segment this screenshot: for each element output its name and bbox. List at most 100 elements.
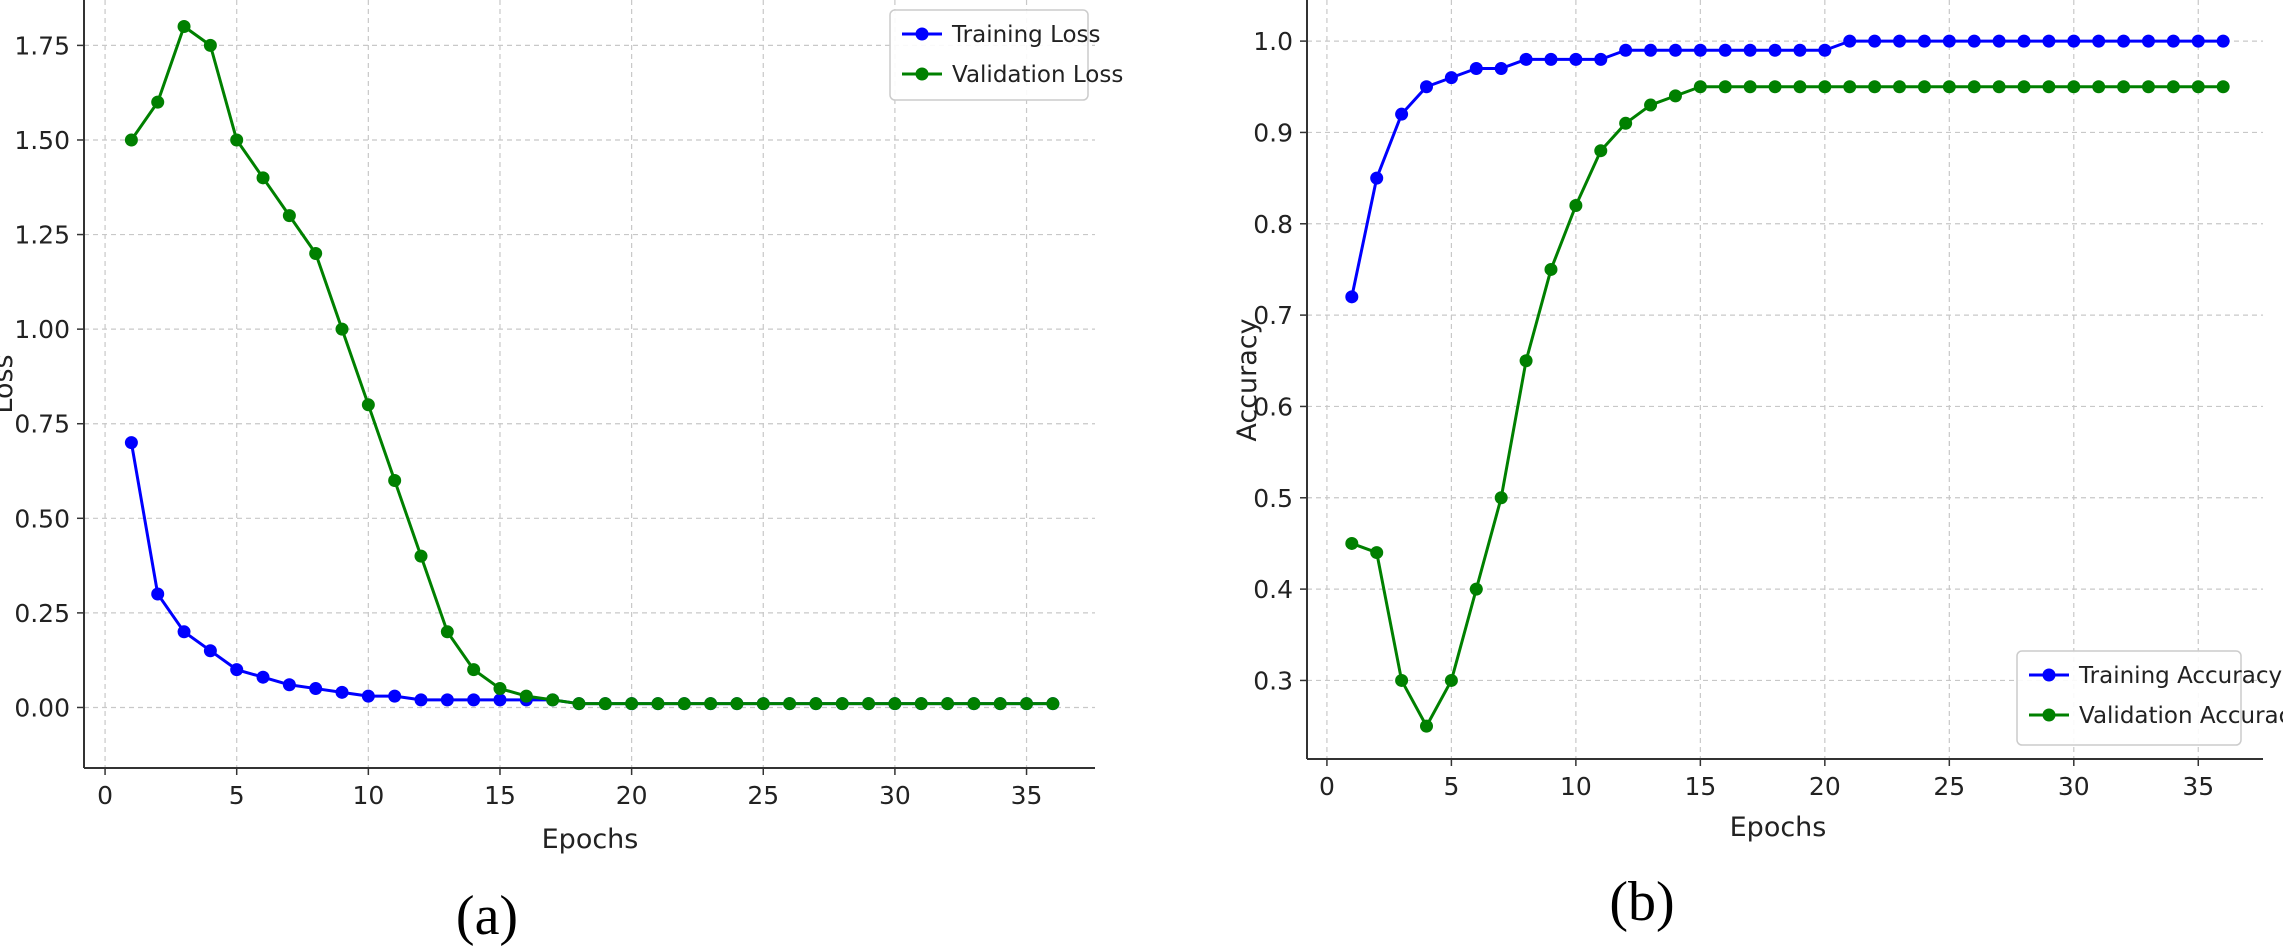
data-point — [1942, 80, 1956, 94]
series-line-0 — [1350, 39, 2224, 298]
data-point — [282, 678, 296, 692]
data-point — [1544, 262, 1558, 276]
series-line-0 — [129, 442, 1053, 706]
data-point — [2117, 34, 2131, 48]
data-point — [2191, 80, 2205, 94]
y-tick-label: 0.25 — [14, 599, 70, 628]
data-point — [1818, 80, 1832, 94]
data-point — [203, 644, 217, 658]
data-point — [1519, 354, 1533, 368]
data-point — [2166, 80, 2180, 94]
loss-chart: 0 5 10 15 20 25 30 35 0.00 0.25 0.50 0.75 1.00 1.25 1.… — [0, 0, 1123, 947]
x-tick-label: 30 — [879, 781, 911, 810]
data-point — [756, 697, 770, 711]
data-point — [1345, 290, 1359, 304]
x-tick-label: 25 — [1933, 772, 1965, 801]
data-point — [1420, 80, 1433, 94]
x-axis-label: Epochs — [542, 824, 639, 855]
data-point — [1743, 43, 1757, 57]
x-tick-label: 15 — [484, 781, 516, 810]
data-point — [1893, 34, 1907, 48]
data-point — [1020, 697, 1034, 711]
data-point — [388, 689, 402, 703]
data-point — [177, 19, 191, 33]
legend-swatch-marker — [915, 27, 929, 41]
data-point — [1569, 199, 1583, 213]
data-point — [1743, 80, 1757, 94]
data-point — [1718, 43, 1732, 57]
x-tick-label: 35 — [2182, 772, 2214, 801]
data-point — [1768, 43, 1782, 57]
x-tick-label: 0 — [1319, 772, 1335, 801]
panel-label: (b) — [1609, 871, 1674, 933]
y-tick-label: 0.3 — [1253, 666, 1293, 695]
data-point — [1992, 80, 2006, 94]
x-tick-label: 0 — [97, 781, 113, 810]
legend-entry: Validation Loss — [952, 62, 1123, 88]
data-point — [1917, 34, 1931, 48]
data-point — [467, 663, 481, 677]
data-point — [941, 697, 955, 711]
data-point — [1917, 80, 1931, 94]
data-point — [1668, 43, 1682, 57]
data-point — [2166, 34, 2180, 48]
data-point — [704, 697, 718, 711]
x-tick-label: 20 — [1809, 772, 1841, 801]
data-point — [124, 133, 138, 147]
data-point — [440, 625, 454, 639]
data-point — [256, 670, 270, 684]
data-point — [1395, 107, 1409, 121]
y-tick-label: 0.50 — [14, 504, 70, 533]
x-tick-label: 25 — [747, 781, 779, 810]
data-point — [1644, 43, 1658, 57]
data-point — [2092, 80, 2106, 94]
data-point — [1619, 43, 1633, 57]
x-tick-label: 10 — [352, 781, 384, 810]
x-tick-label: 30 — [2058, 772, 2090, 801]
data-point — [1569, 52, 1583, 66]
data-point — [993, 697, 1007, 711]
data-point — [2042, 80, 2056, 94]
y-axis-label: Accuracy — [1232, 318, 1263, 441]
data-point — [151, 95, 165, 109]
y-tick-label: 0.9 — [1253, 118, 1293, 147]
data-point — [1444, 673, 1458, 687]
x-tick-label: 10 — [1560, 772, 1592, 801]
y-tick-label: 0.4 — [1253, 575, 1293, 604]
data-point — [835, 697, 849, 711]
data-point — [2191, 34, 2205, 48]
data-point — [598, 697, 612, 711]
data-point — [2216, 80, 2230, 94]
data-point — [519, 689, 533, 703]
data-point — [309, 246, 323, 260]
data-point — [1992, 34, 2006, 48]
data-point — [1519, 52, 1533, 66]
data-point — [1967, 80, 1981, 94]
y-tick-label: 1.75 — [14, 31, 70, 60]
data-point — [493, 682, 507, 696]
y-tick-label: 0.7 — [1253, 301, 1293, 330]
data-point — [177, 625, 191, 639]
data-point — [1793, 43, 1807, 57]
data-point — [1843, 80, 1857, 94]
data-point — [546, 693, 560, 707]
legend-swatch-marker — [915, 67, 929, 81]
data-point — [862, 697, 876, 711]
y-axis-label: Loss — [0, 354, 19, 413]
y-tick-label: 0.00 — [14, 693, 70, 722]
data-point — [1046, 697, 1060, 711]
y-tick-label: 1.0 — [1253, 27, 1293, 56]
legend-swatch-marker — [2042, 668, 2056, 682]
x-axis-label: Epochs — [1730, 812, 1827, 843]
data-point — [1619, 116, 1633, 130]
data-point — [493, 693, 507, 707]
data-point — [1718, 80, 1732, 94]
data-point — [651, 697, 665, 711]
data-point — [2092, 34, 2106, 48]
data-point — [625, 697, 639, 711]
x-tick-label: 5 — [229, 781, 245, 810]
data-point — [2141, 80, 2155, 94]
data-point — [2067, 80, 2081, 94]
data-point — [124, 436, 138, 450]
data-point — [335, 322, 349, 336]
